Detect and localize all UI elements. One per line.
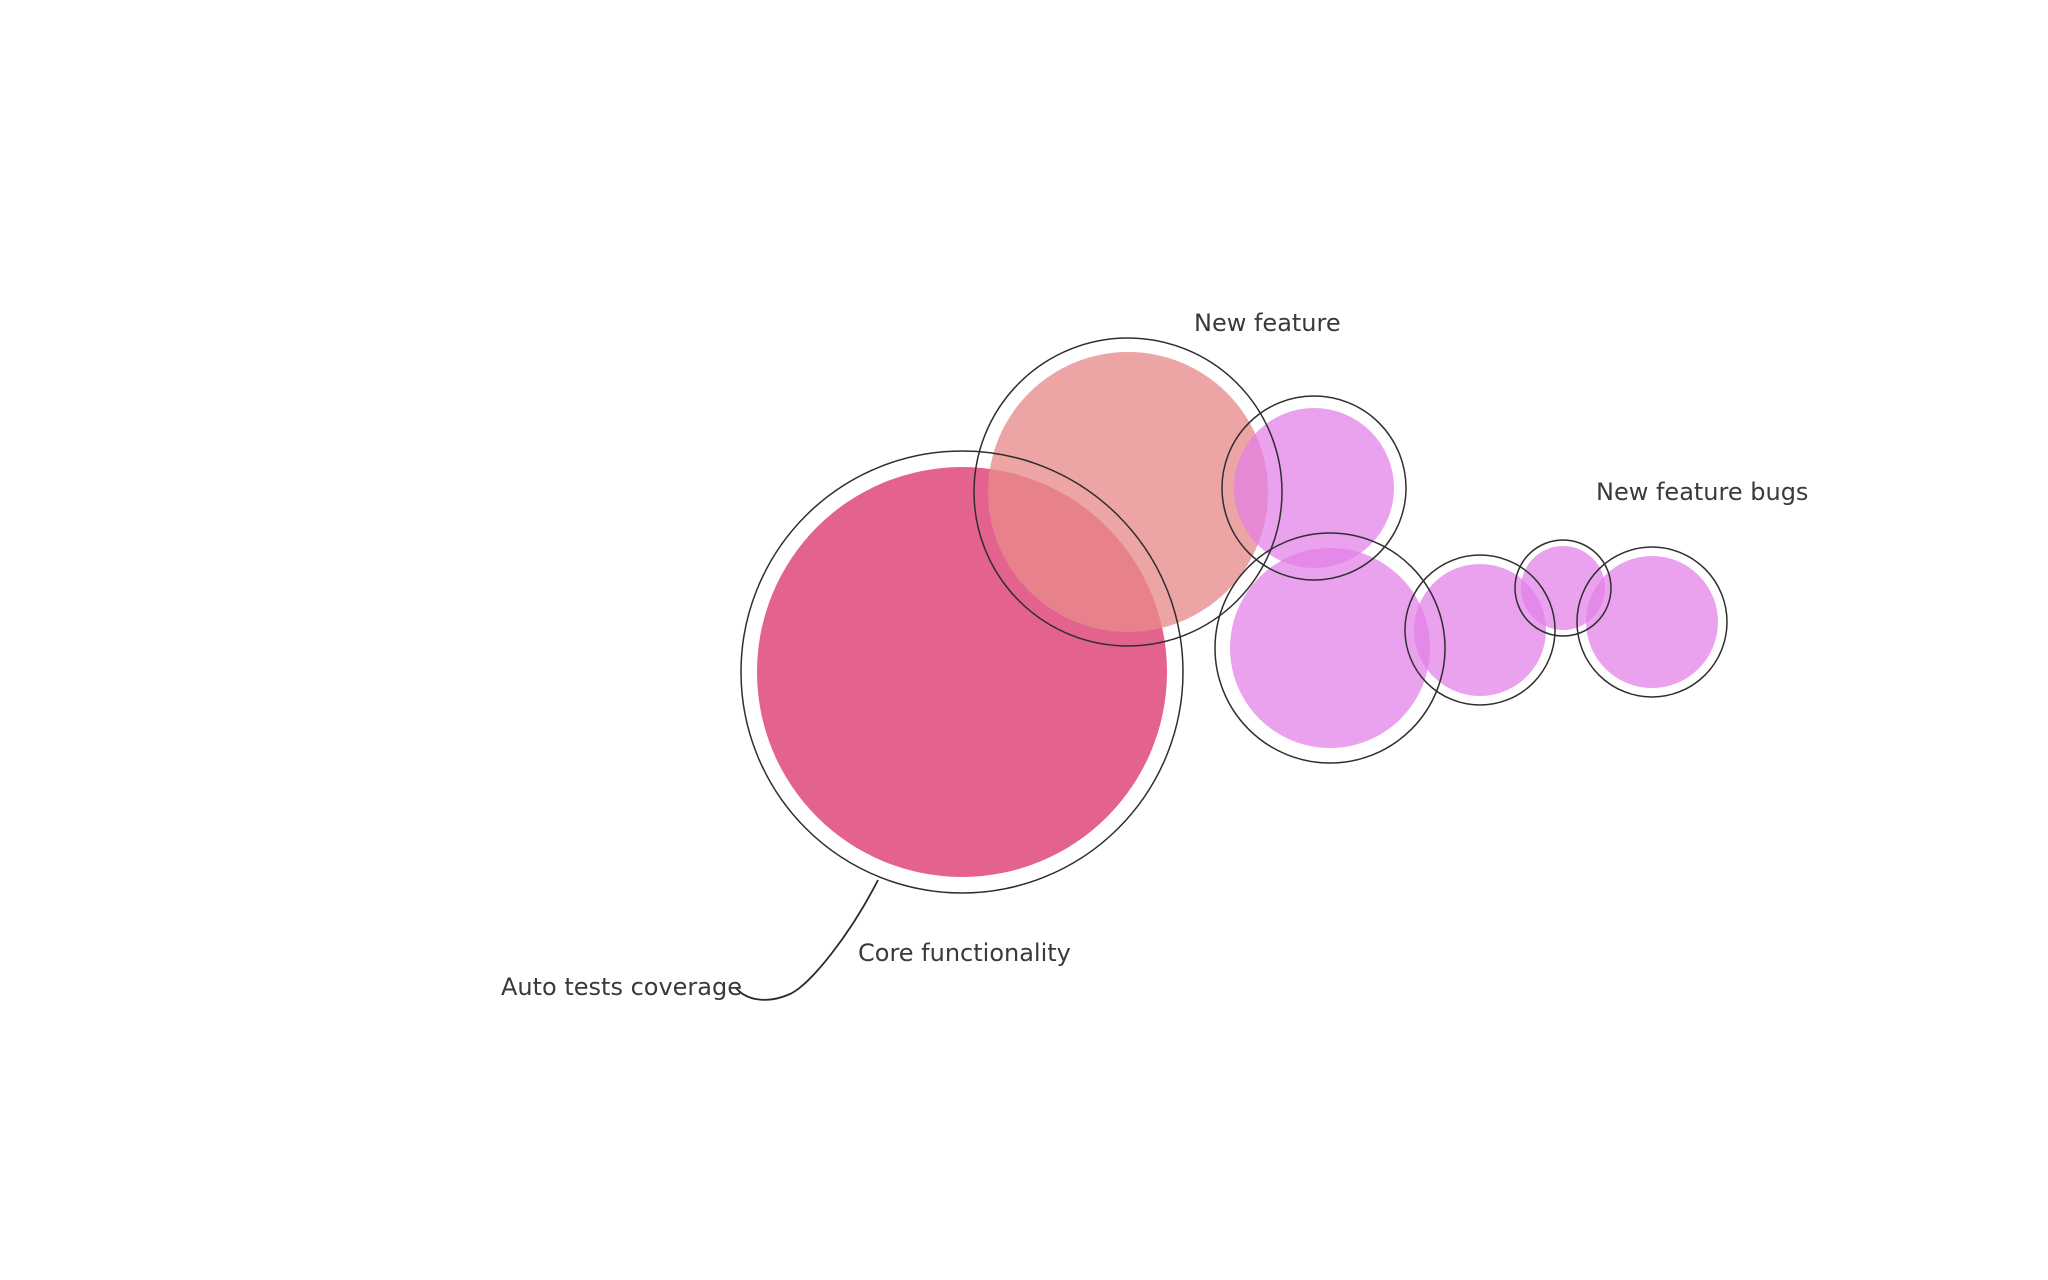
- new-feature-label: New feature: [1194, 309, 1341, 337]
- new-feature-bugs-label: New feature bugs: [1596, 478, 1808, 506]
- bug-circle-5: [1586, 556, 1718, 688]
- bug-ring-2: [1214, 532, 1446, 764]
- core-functionality-label: Core functionality: [858, 939, 1071, 967]
- bug-circle-4: [1521, 546, 1605, 630]
- bug-circle-3: [1414, 564, 1546, 696]
- auto-tests-coverage-ring: [740, 450, 1184, 894]
- bug-ring-3: [1404, 554, 1556, 706]
- new-feature-circle: [988, 352, 1268, 632]
- auto-tests-leader-line: [735, 879, 879, 1001]
- new-feature-ring: [973, 337, 1283, 647]
- bug-ring-5: [1576, 546, 1728, 698]
- auto-tests-coverage-label: Auto tests coverage: [501, 973, 742, 1001]
- bug-ring-4: [1514, 539, 1612, 637]
- outlines: [740, 337, 1728, 894]
- fills: [757, 352, 1718, 877]
- bug-ring-1: [1221, 395, 1407, 581]
- bug-circle-2: [1230, 548, 1430, 748]
- bug-circle-1: [1234, 408, 1394, 568]
